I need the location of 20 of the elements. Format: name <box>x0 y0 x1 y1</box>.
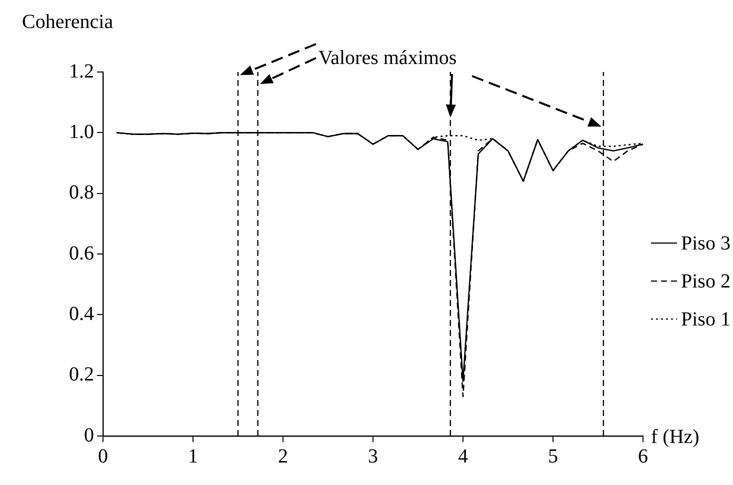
legend-label: Piso 1 <box>681 308 730 330</box>
x-tick-label: 1 <box>188 445 198 468</box>
x-tick-label: 5 <box>548 445 558 468</box>
x-tick-label: 3 <box>368 445 378 468</box>
x-tick-label: 4 <box>458 445 468 468</box>
annotation: Valores máximos <box>318 47 457 69</box>
x-tick-label: 0 <box>98 445 108 468</box>
x-tick-label: 6 <box>638 445 648 468</box>
legend-label: Piso 2 <box>681 270 730 292</box>
y-tick-label: 1.2 <box>69 60 94 82</box>
y-tick-label: 0 <box>84 424 94 446</box>
y-tick-label: 0.6 <box>69 242 94 264</box>
y-tick-label: 1.0 <box>69 120 94 143</box>
x-axis-title: f (Hz) <box>651 426 700 448</box>
y-axis-title: Coherencia <box>22 11 114 33</box>
y-tick-label: 0.2 <box>69 364 94 386</box>
y-tick-label: 0.4 <box>69 302 94 325</box>
legend-label: Piso 3 <box>681 232 730 254</box>
y-tick-label: 0.8 <box>69 182 94 204</box>
x-tick-label: 2 <box>278 445 288 468</box>
